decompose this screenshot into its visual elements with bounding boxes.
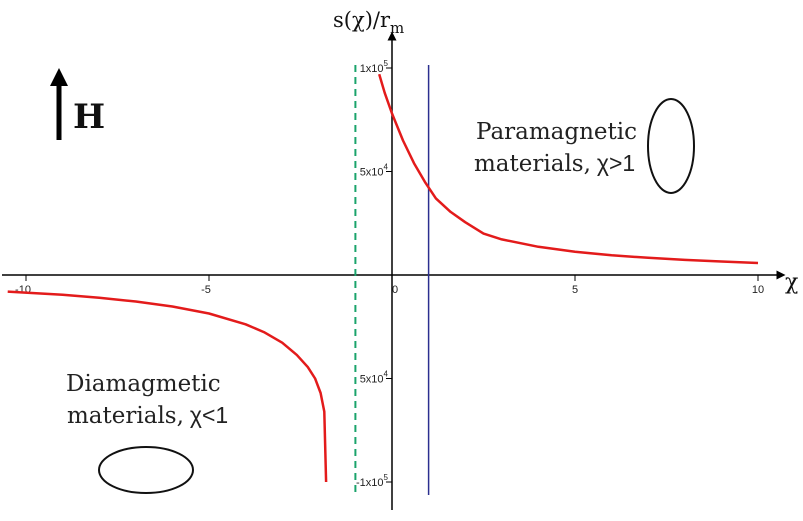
y-tick-label: -1x105 [356,473,389,489]
y-tick-label: 5x104 [360,163,389,179]
paramagnetic-label-line1: Paramagnetic [476,119,637,145]
x-tick-label: -10 [15,284,31,296]
x-tick-label: 10 [752,284,764,296]
diamagnetic-curve [7,290,328,483]
field-label: H [73,97,105,137]
y-tick-label: 1x105 [360,59,389,75]
diamagnetic-label-line1: Diamagmetic [66,371,221,397]
y-tick-label: 5x104 [360,370,389,386]
field-arrow-head-icon [50,68,68,86]
paramagnetic-label-line2: materials, χ>1 [474,150,635,177]
x-tick-label: 0 [392,284,398,296]
paramagnetic-ellipse [647,98,695,194]
x-axis-label: χ [785,270,798,295]
y-axis-label: s(χ)/rm [333,8,404,37]
x-tick-label: 5 [572,284,578,296]
paramagnetic-curve [378,73,759,265]
diamagnetic-label-line2: materials, χ<1 [67,402,228,429]
diamagnetic-ellipse [98,446,194,494]
x-tick-label: -5 [201,284,211,296]
